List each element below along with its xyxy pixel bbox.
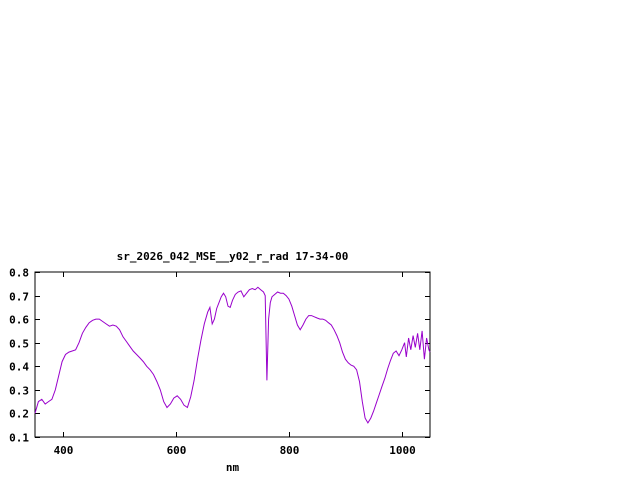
y-tick-label: 0.5 — [9, 338, 29, 351]
x-tick-label: 600 — [167, 444, 187, 457]
x-tick-label: 800 — [280, 444, 300, 457]
x-tick-label: 1000 — [389, 444, 416, 457]
plot-border — [34, 271, 431, 438]
y-tick-label: 0.1 — [9, 432, 29, 445]
chart-title: sr_2026_042_MSE__y02_r_rad 17-34-00 — [116, 250, 349, 263]
series-line — [34, 286, 431, 424]
x-axis-unit-label: nm — [225, 461, 240, 474]
y-tick-label: 0.7 — [9, 291, 29, 304]
y-tick-label: 0.4 — [9, 361, 29, 374]
x-tick-label: 400 — [54, 444, 74, 457]
y-tick-label: 0.3 — [9, 385, 29, 398]
y-tick-label: 0.8 — [9, 267, 29, 280]
y-tick-label: 0.6 — [9, 314, 29, 327]
y-tick-label: 0.2 — [9, 408, 29, 421]
